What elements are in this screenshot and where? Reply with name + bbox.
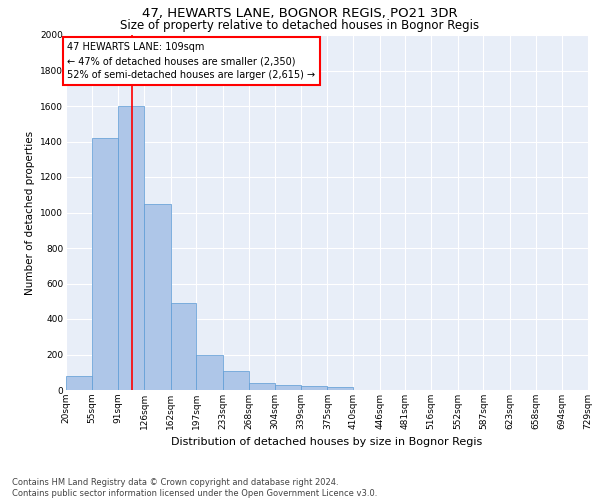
Bar <box>275 385 301 390</box>
Bar <box>248 383 275 390</box>
Bar <box>328 387 353 390</box>
Bar <box>92 138 118 390</box>
Text: 47 HEWARTS LANE: 109sqm
← 47% of detached houses are smaller (2,350)
52% of semi: 47 HEWARTS LANE: 109sqm ← 47% of detache… <box>67 42 316 80</box>
X-axis label: Distribution of detached houses by size in Bognor Regis: Distribution of detached houses by size … <box>172 438 482 448</box>
Bar <box>118 106 144 390</box>
Text: 47, HEWARTS LANE, BOGNOR REGIS, PO21 3DR: 47, HEWARTS LANE, BOGNOR REGIS, PO21 3DR <box>142 8 458 20</box>
Bar <box>170 303 196 390</box>
Bar <box>144 204 170 390</box>
Bar <box>301 386 328 390</box>
Text: Contains HM Land Registry data © Crown copyright and database right 2024.
Contai: Contains HM Land Registry data © Crown c… <box>12 478 377 498</box>
Text: Size of property relative to detached houses in Bognor Regis: Size of property relative to detached ho… <box>121 19 479 32</box>
Bar <box>66 376 92 390</box>
Bar <box>223 372 248 390</box>
Y-axis label: Number of detached properties: Number of detached properties <box>25 130 35 294</box>
Bar <box>196 354 223 390</box>
